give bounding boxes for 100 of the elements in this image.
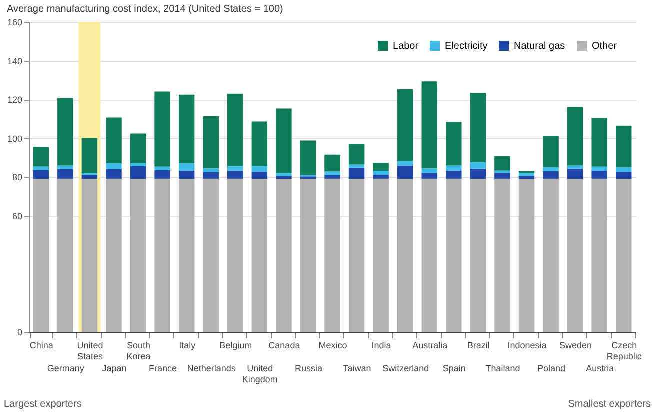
bar bbox=[592, 118, 608, 167]
bar bbox=[154, 178, 170, 332]
bar bbox=[130, 163, 146, 167]
bar bbox=[348, 178, 365, 332]
bar bbox=[33, 147, 50, 167]
bar bbox=[567, 166, 584, 169]
bar bbox=[494, 178, 510, 332]
bar bbox=[422, 173, 438, 179]
bar bbox=[567, 178, 584, 332]
bar bbox=[203, 168, 219, 172]
bar bbox=[228, 170, 244, 179]
chart-title: Average manufacturing cost index, 2014 (United States = 100) bbox=[6, 4, 284, 15]
bar bbox=[178, 94, 195, 164]
bar bbox=[348, 164, 365, 168]
x-tick-label: Spain bbox=[442, 364, 466, 374]
x-tick-label: France bbox=[149, 364, 178, 374]
bar bbox=[276, 108, 292, 174]
x-tick-label: Netherlands bbox=[187, 364, 236, 374]
bar bbox=[154, 166, 170, 170]
x-tick-label: China bbox=[30, 340, 54, 350]
bar bbox=[252, 178, 268, 332]
bar bbox=[397, 166, 414, 179]
y-tick-label: 140 bbox=[7, 56, 22, 66]
bar bbox=[616, 178, 632, 332]
x-tick-label: Austria bbox=[586, 364, 614, 374]
bar bbox=[616, 167, 632, 172]
x-tick-label: Indonesia bbox=[508, 340, 547, 350]
x-tick-label: United States bbox=[77, 340, 104, 362]
bar bbox=[203, 172, 219, 179]
bar bbox=[33, 178, 50, 332]
bar bbox=[106, 178, 122, 332]
y-tick-label: 0 bbox=[17, 328, 22, 338]
text: Largest exporters bbox=[4, 399, 82, 410]
x-tick-label: Germany bbox=[47, 364, 85, 374]
bar bbox=[276, 176, 292, 179]
text: Smallest exporters bbox=[568, 399, 651, 410]
bar bbox=[470, 93, 486, 162]
x-tick-label: Switzerland bbox=[382, 364, 430, 374]
bar bbox=[228, 94, 244, 167]
x-tick-label: Czech Republic bbox=[606, 340, 642, 362]
bar bbox=[178, 163, 195, 171]
bar bbox=[58, 169, 74, 179]
bar bbox=[154, 170, 170, 179]
bar bbox=[397, 89, 414, 162]
bar bbox=[518, 173, 535, 176]
bar bbox=[422, 168, 438, 174]
bar bbox=[82, 178, 98, 332]
x-tick-label: Japan bbox=[102, 364, 127, 374]
bar bbox=[373, 178, 389, 332]
bar bbox=[373, 170, 389, 176]
bar bbox=[58, 178, 74, 332]
x-tick-label: Canada bbox=[268, 340, 300, 350]
bar bbox=[154, 92, 170, 167]
bar bbox=[397, 178, 414, 332]
bar bbox=[592, 170, 608, 179]
bar bbox=[106, 163, 122, 170]
bar bbox=[518, 176, 535, 179]
x-tick-label: Taiwan bbox=[343, 364, 372, 374]
bar bbox=[543, 136, 559, 168]
x-tick-label: Mexico bbox=[318, 340, 348, 350]
bar bbox=[422, 178, 438, 332]
bar bbox=[33, 170, 50, 179]
bar bbox=[228, 178, 244, 332]
bar bbox=[543, 178, 559, 332]
bar bbox=[252, 172, 268, 179]
bar bbox=[178, 178, 195, 332]
x-tick-label: Brazil bbox=[467, 340, 490, 350]
x-tick-label: Poland bbox=[538, 364, 566, 374]
bar bbox=[470, 178, 486, 332]
bar bbox=[446, 178, 462, 332]
x-tick-label: Russia bbox=[294, 364, 322, 374]
bar bbox=[58, 98, 74, 166]
bar bbox=[446, 166, 462, 171]
bar bbox=[348, 168, 365, 179]
bar bbox=[518, 178, 535, 332]
bar bbox=[470, 162, 486, 169]
bar bbox=[567, 107, 584, 166]
bar bbox=[324, 175, 340, 179]
bar bbox=[324, 172, 340, 176]
bar bbox=[324, 178, 340, 332]
y-tick-label: 60 bbox=[12, 211, 22, 222]
bar bbox=[276, 174, 292, 176]
bar bbox=[470, 168, 486, 179]
bar bbox=[300, 140, 316, 176]
bar bbox=[130, 134, 146, 164]
x-tick-label: Thailand bbox=[486, 364, 520, 374]
bar bbox=[58, 166, 74, 170]
bar bbox=[397, 161, 414, 166]
x-tick-label: Australia bbox=[412, 340, 448, 350]
bar bbox=[324, 154, 340, 172]
bar bbox=[130, 178, 146, 332]
legend-label: Electricity bbox=[445, 41, 488, 52]
bar bbox=[494, 173, 510, 179]
bar bbox=[228, 166, 244, 171]
bar bbox=[592, 178, 608, 332]
bar bbox=[106, 169, 122, 179]
bar bbox=[252, 122, 268, 167]
bar bbox=[446, 122, 462, 166]
bar bbox=[616, 172, 632, 179]
y-tick-label: 80 bbox=[12, 172, 22, 182]
